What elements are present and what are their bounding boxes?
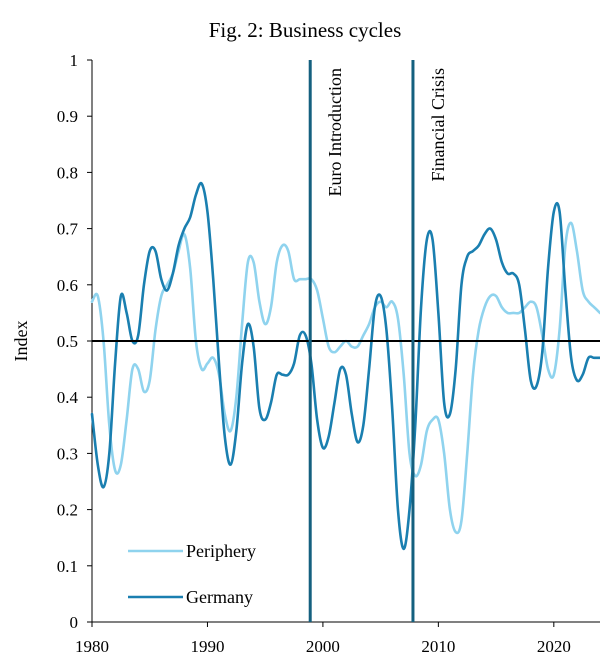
y-tick-label: 0.9 xyxy=(57,107,78,126)
legend: Periphery Germany xyxy=(128,541,256,607)
y-tick-label: 0.1 xyxy=(57,557,78,576)
y-tick-label: 0.3 xyxy=(57,444,78,463)
y-tick-label: 0.7 xyxy=(57,220,79,239)
legend-label: Germany xyxy=(186,587,253,607)
y-tick-label: 0.2 xyxy=(57,501,78,520)
plot-area: 0 0.1 0.2 0.3 0.4 0.5 0.6 0.7 0.8 0.9 1 1980 1990 200… xyxy=(57,51,600,656)
x-tick-label: 2000 xyxy=(306,637,340,656)
euro-introduction-annotation: Euro Introduction xyxy=(325,68,345,196)
chart-title: Fig. 2: Business cycles xyxy=(209,18,402,42)
legend-periphery: Periphery xyxy=(128,541,256,561)
x-tick-label: 1980 xyxy=(75,637,109,656)
y-tick-label: 0.4 xyxy=(57,388,79,407)
y-tick-label: 0.5 xyxy=(57,332,78,351)
series-line-germany xyxy=(90,181,600,551)
legend-label: Periphery xyxy=(186,541,256,561)
y-tick-label: 0.6 xyxy=(57,276,78,295)
y-axis-label: Index xyxy=(11,321,31,362)
y-tick-label: 0 xyxy=(70,613,79,632)
x-tick-label: 1990 xyxy=(190,637,224,656)
y-tick-label: 1 xyxy=(70,51,79,70)
y-tick-label: 0.8 xyxy=(57,163,78,182)
x-tick-label: 2020 xyxy=(537,637,571,656)
financial-crisis-annotation: Financial Crisis xyxy=(428,68,448,182)
x-tick-label: 2010 xyxy=(421,637,455,656)
legend-germany: Germany xyxy=(128,587,253,607)
